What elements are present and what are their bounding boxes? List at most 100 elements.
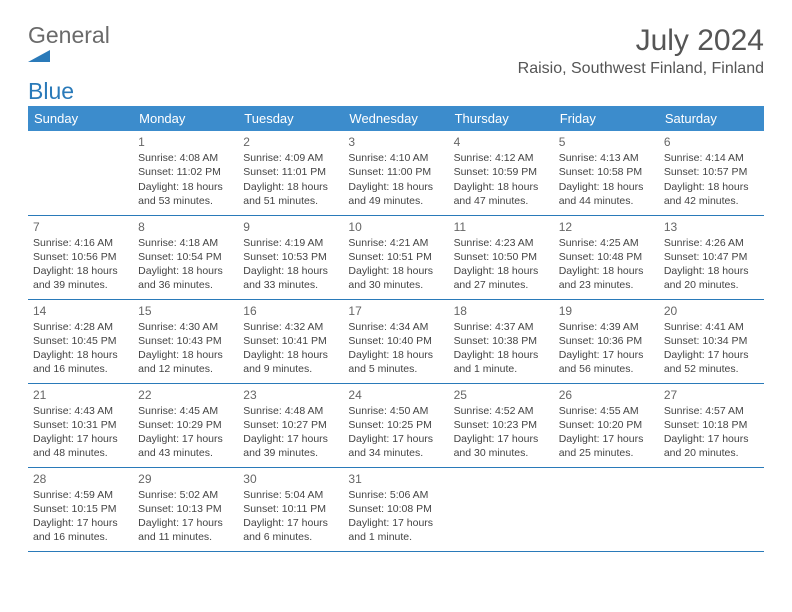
sunrise-line: Sunrise: 4:59 AM (33, 488, 128, 502)
calendar-day-cell: 28Sunrise: 4:59 AMSunset: 10:15 PMDaylig… (28, 467, 133, 551)
daylight-line: Daylight: 18 hours and 36 minutes. (138, 264, 233, 292)
calendar-day-cell: 10Sunrise: 4:21 AMSunset: 10:51 PMDaylig… (343, 215, 448, 299)
calendar-week-row: 7Sunrise: 4:16 AMSunset: 10:56 PMDayligh… (28, 215, 764, 299)
sunrise-line: Sunrise: 4:28 AM (33, 320, 128, 334)
sunset-line: Sunset: 10:50 PM (454, 250, 549, 264)
daylight-line: Daylight: 17 hours and 6 minutes. (243, 516, 338, 544)
day-number: 11 (454, 219, 549, 235)
sunrise-line: Sunrise: 4:13 AM (559, 151, 654, 165)
daylight-line: Daylight: 18 hours and 53 minutes. (138, 180, 233, 208)
calendar-day-cell: 1Sunrise: 4:08 AMSunset: 11:02 PMDayligh… (133, 131, 238, 215)
sunset-line: Sunset: 10:20 PM (559, 418, 654, 432)
sunset-line: Sunset: 10:58 PM (559, 165, 654, 179)
day-number: 3 (348, 134, 443, 150)
calendar-day-cell: 6Sunrise: 4:14 AMSunset: 10:57 PMDayligh… (659, 131, 764, 215)
calendar-day-cell: 27Sunrise: 4:57 AMSunset: 10:18 PMDaylig… (659, 383, 764, 467)
day-number: 1 (138, 134, 233, 150)
sunrise-line: Sunrise: 4:18 AM (138, 236, 233, 250)
day-number: 31 (348, 471, 443, 487)
daylight-line: Daylight: 17 hours and 43 minutes. (138, 432, 233, 460)
day-number: 9 (243, 219, 338, 235)
daylight-line: Daylight: 17 hours and 48 minutes. (33, 432, 128, 460)
day-number: 10 (348, 219, 443, 235)
daylight-line: Daylight: 18 hours and 9 minutes. (243, 348, 338, 376)
calendar-day-cell: 8Sunrise: 4:18 AMSunset: 10:54 PMDayligh… (133, 215, 238, 299)
sunrise-line: Sunrise: 5:06 AM (348, 488, 443, 502)
calendar-day-cell (554, 467, 659, 551)
calendar-day-cell: 4Sunrise: 4:12 AMSunset: 10:59 PMDayligh… (449, 131, 554, 215)
sunset-line: Sunset: 10:23 PM (454, 418, 549, 432)
daylight-line: Daylight: 17 hours and 39 minutes. (243, 432, 338, 460)
sunset-line: Sunset: 10:59 PM (454, 165, 549, 179)
sunrise-line: Sunrise: 4:39 AM (559, 320, 654, 334)
sunset-line: Sunset: 10:34 PM (664, 334, 759, 348)
day-number: 12 (559, 219, 654, 235)
sunset-line: Sunset: 10:29 PM (138, 418, 233, 432)
daylight-line: Daylight: 18 hours and 30 minutes. (348, 264, 443, 292)
sunset-line: Sunset: 10:47 PM (664, 250, 759, 264)
sunrise-line: Sunrise: 4:12 AM (454, 151, 549, 165)
sunrise-line: Sunrise: 4:55 AM (559, 404, 654, 418)
sunset-line: Sunset: 10:40 PM (348, 334, 443, 348)
day-number: 5 (559, 134, 654, 150)
day-number: 4 (454, 134, 549, 150)
sunrise-line: Sunrise: 4:43 AM (33, 404, 128, 418)
day-number: 26 (559, 387, 654, 403)
day-number: 2 (243, 134, 338, 150)
calendar-day-cell: 29Sunrise: 5:02 AMSunset: 10:13 PMDaylig… (133, 467, 238, 551)
day-header: Saturday (659, 106, 764, 131)
daylight-line: Daylight: 18 hours and 20 minutes. (664, 264, 759, 292)
day-number: 25 (454, 387, 549, 403)
sunset-line: Sunset: 10:18 PM (664, 418, 759, 432)
calendar-day-cell: 14Sunrise: 4:28 AMSunset: 10:45 PMDaylig… (28, 299, 133, 383)
day-number: 23 (243, 387, 338, 403)
calendar-day-cell: 9Sunrise: 4:19 AMSunset: 10:53 PMDayligh… (238, 215, 343, 299)
day-number: 21 (33, 387, 128, 403)
calendar-day-cell: 17Sunrise: 4:34 AMSunset: 10:40 PMDaylig… (343, 299, 448, 383)
sunset-line: Sunset: 10:48 PM (559, 250, 654, 264)
calendar-week-row: 14Sunrise: 4:28 AMSunset: 10:45 PMDaylig… (28, 299, 764, 383)
calendar-day-cell: 15Sunrise: 4:30 AMSunset: 10:43 PMDaylig… (133, 299, 238, 383)
calendar-day-cell: 23Sunrise: 4:48 AMSunset: 10:27 PMDaylig… (238, 383, 343, 467)
day-number: 20 (664, 303, 759, 319)
sunset-line: Sunset: 10:15 PM (33, 502, 128, 516)
calendar-day-cell: 7Sunrise: 4:16 AMSunset: 10:56 PMDayligh… (28, 215, 133, 299)
sunset-line: Sunset: 10:51 PM (348, 250, 443, 264)
sunset-line: Sunset: 10:56 PM (33, 250, 128, 264)
calendar-week-row: 1Sunrise: 4:08 AMSunset: 11:02 PMDayligh… (28, 131, 764, 215)
calendar-day-cell (28, 131, 133, 215)
page-header: General Blue July 2024 Raisio, Southwest… (28, 24, 764, 104)
sunset-line: Sunset: 10:53 PM (243, 250, 338, 264)
page-title: July 2024 (518, 24, 764, 58)
daylight-line: Daylight: 18 hours and 5 minutes. (348, 348, 443, 376)
daylight-line: Daylight: 18 hours and 16 minutes. (33, 348, 128, 376)
sunrise-line: Sunrise: 4:30 AM (138, 320, 233, 334)
daylight-line: Daylight: 18 hours and 42 minutes. (664, 180, 759, 208)
daylight-line: Daylight: 18 hours and 12 minutes. (138, 348, 233, 376)
calendar-table: SundayMondayTuesdayWednesdayThursdayFrid… (28, 106, 764, 552)
sunrise-line: Sunrise: 4:34 AM (348, 320, 443, 334)
calendar-day-cell: 18Sunrise: 4:37 AMSunset: 10:38 PMDaylig… (449, 299, 554, 383)
sunset-line: Sunset: 10:31 PM (33, 418, 128, 432)
sunrise-line: Sunrise: 5:02 AM (138, 488, 233, 502)
day-number: 15 (138, 303, 233, 319)
sunset-line: Sunset: 10:54 PM (138, 250, 233, 264)
daylight-line: Daylight: 17 hours and 20 minutes. (664, 432, 759, 460)
sunrise-line: Sunrise: 4:41 AM (664, 320, 759, 334)
sunrise-line: Sunrise: 4:26 AM (664, 236, 759, 250)
sunrise-line: Sunrise: 4:19 AM (243, 236, 338, 250)
sunset-line: Sunset: 10:11 PM (243, 502, 338, 516)
calendar-day-cell (659, 467, 764, 551)
day-number: 29 (138, 471, 233, 487)
sunset-line: Sunset: 10:36 PM (559, 334, 654, 348)
brand-word-1: General (28, 22, 110, 48)
sunrise-line: Sunrise: 4:37 AM (454, 320, 549, 334)
brand-word-2: Blue (28, 78, 74, 104)
calendar-day-cell: 19Sunrise: 4:39 AMSunset: 10:36 PMDaylig… (554, 299, 659, 383)
daylight-line: Daylight: 18 hours and 23 minutes. (559, 264, 654, 292)
sunset-line: Sunset: 10:13 PM (138, 502, 233, 516)
sunrise-line: Sunrise: 4:52 AM (454, 404, 549, 418)
sunrise-line: Sunrise: 4:25 AM (559, 236, 654, 250)
day-number: 14 (33, 303, 128, 319)
daylight-line: Daylight: 18 hours and 1 minute. (454, 348, 549, 376)
